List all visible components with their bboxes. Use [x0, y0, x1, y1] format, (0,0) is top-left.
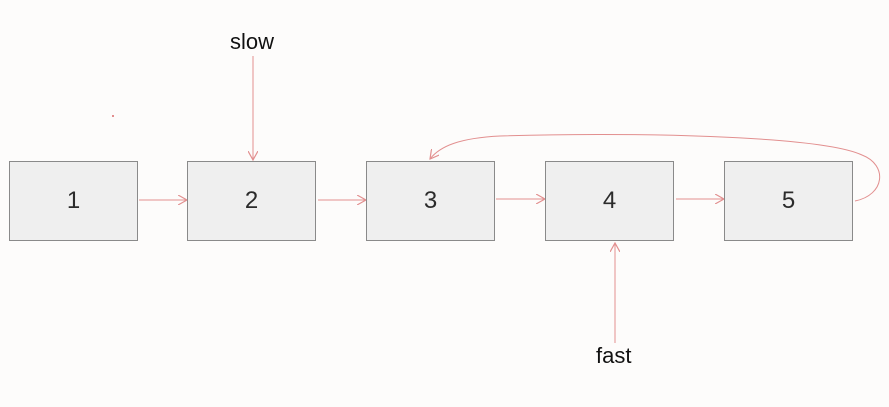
stray-dot [112, 115, 114, 117]
edge-5-to-3-cycle [430, 133, 880, 202]
list-node-2: 2 [187, 161, 316, 241]
list-node-3: 3 [366, 161, 495, 241]
node-label: 4 [602, 187, 617, 214]
list-node-1: 1 [9, 161, 138, 241]
list-node-5: 5 [724, 161, 853, 241]
node-label: 2 [244, 187, 259, 214]
slow-pointer-label: slow [230, 29, 275, 54]
node-label: 5 [781, 187, 796, 214]
node-label: 3 [423, 187, 438, 214]
node-label: 1 [66, 187, 81, 214]
list-node-4: 4 [545, 161, 674, 241]
fast-pointer-label: fast [596, 343, 632, 368]
